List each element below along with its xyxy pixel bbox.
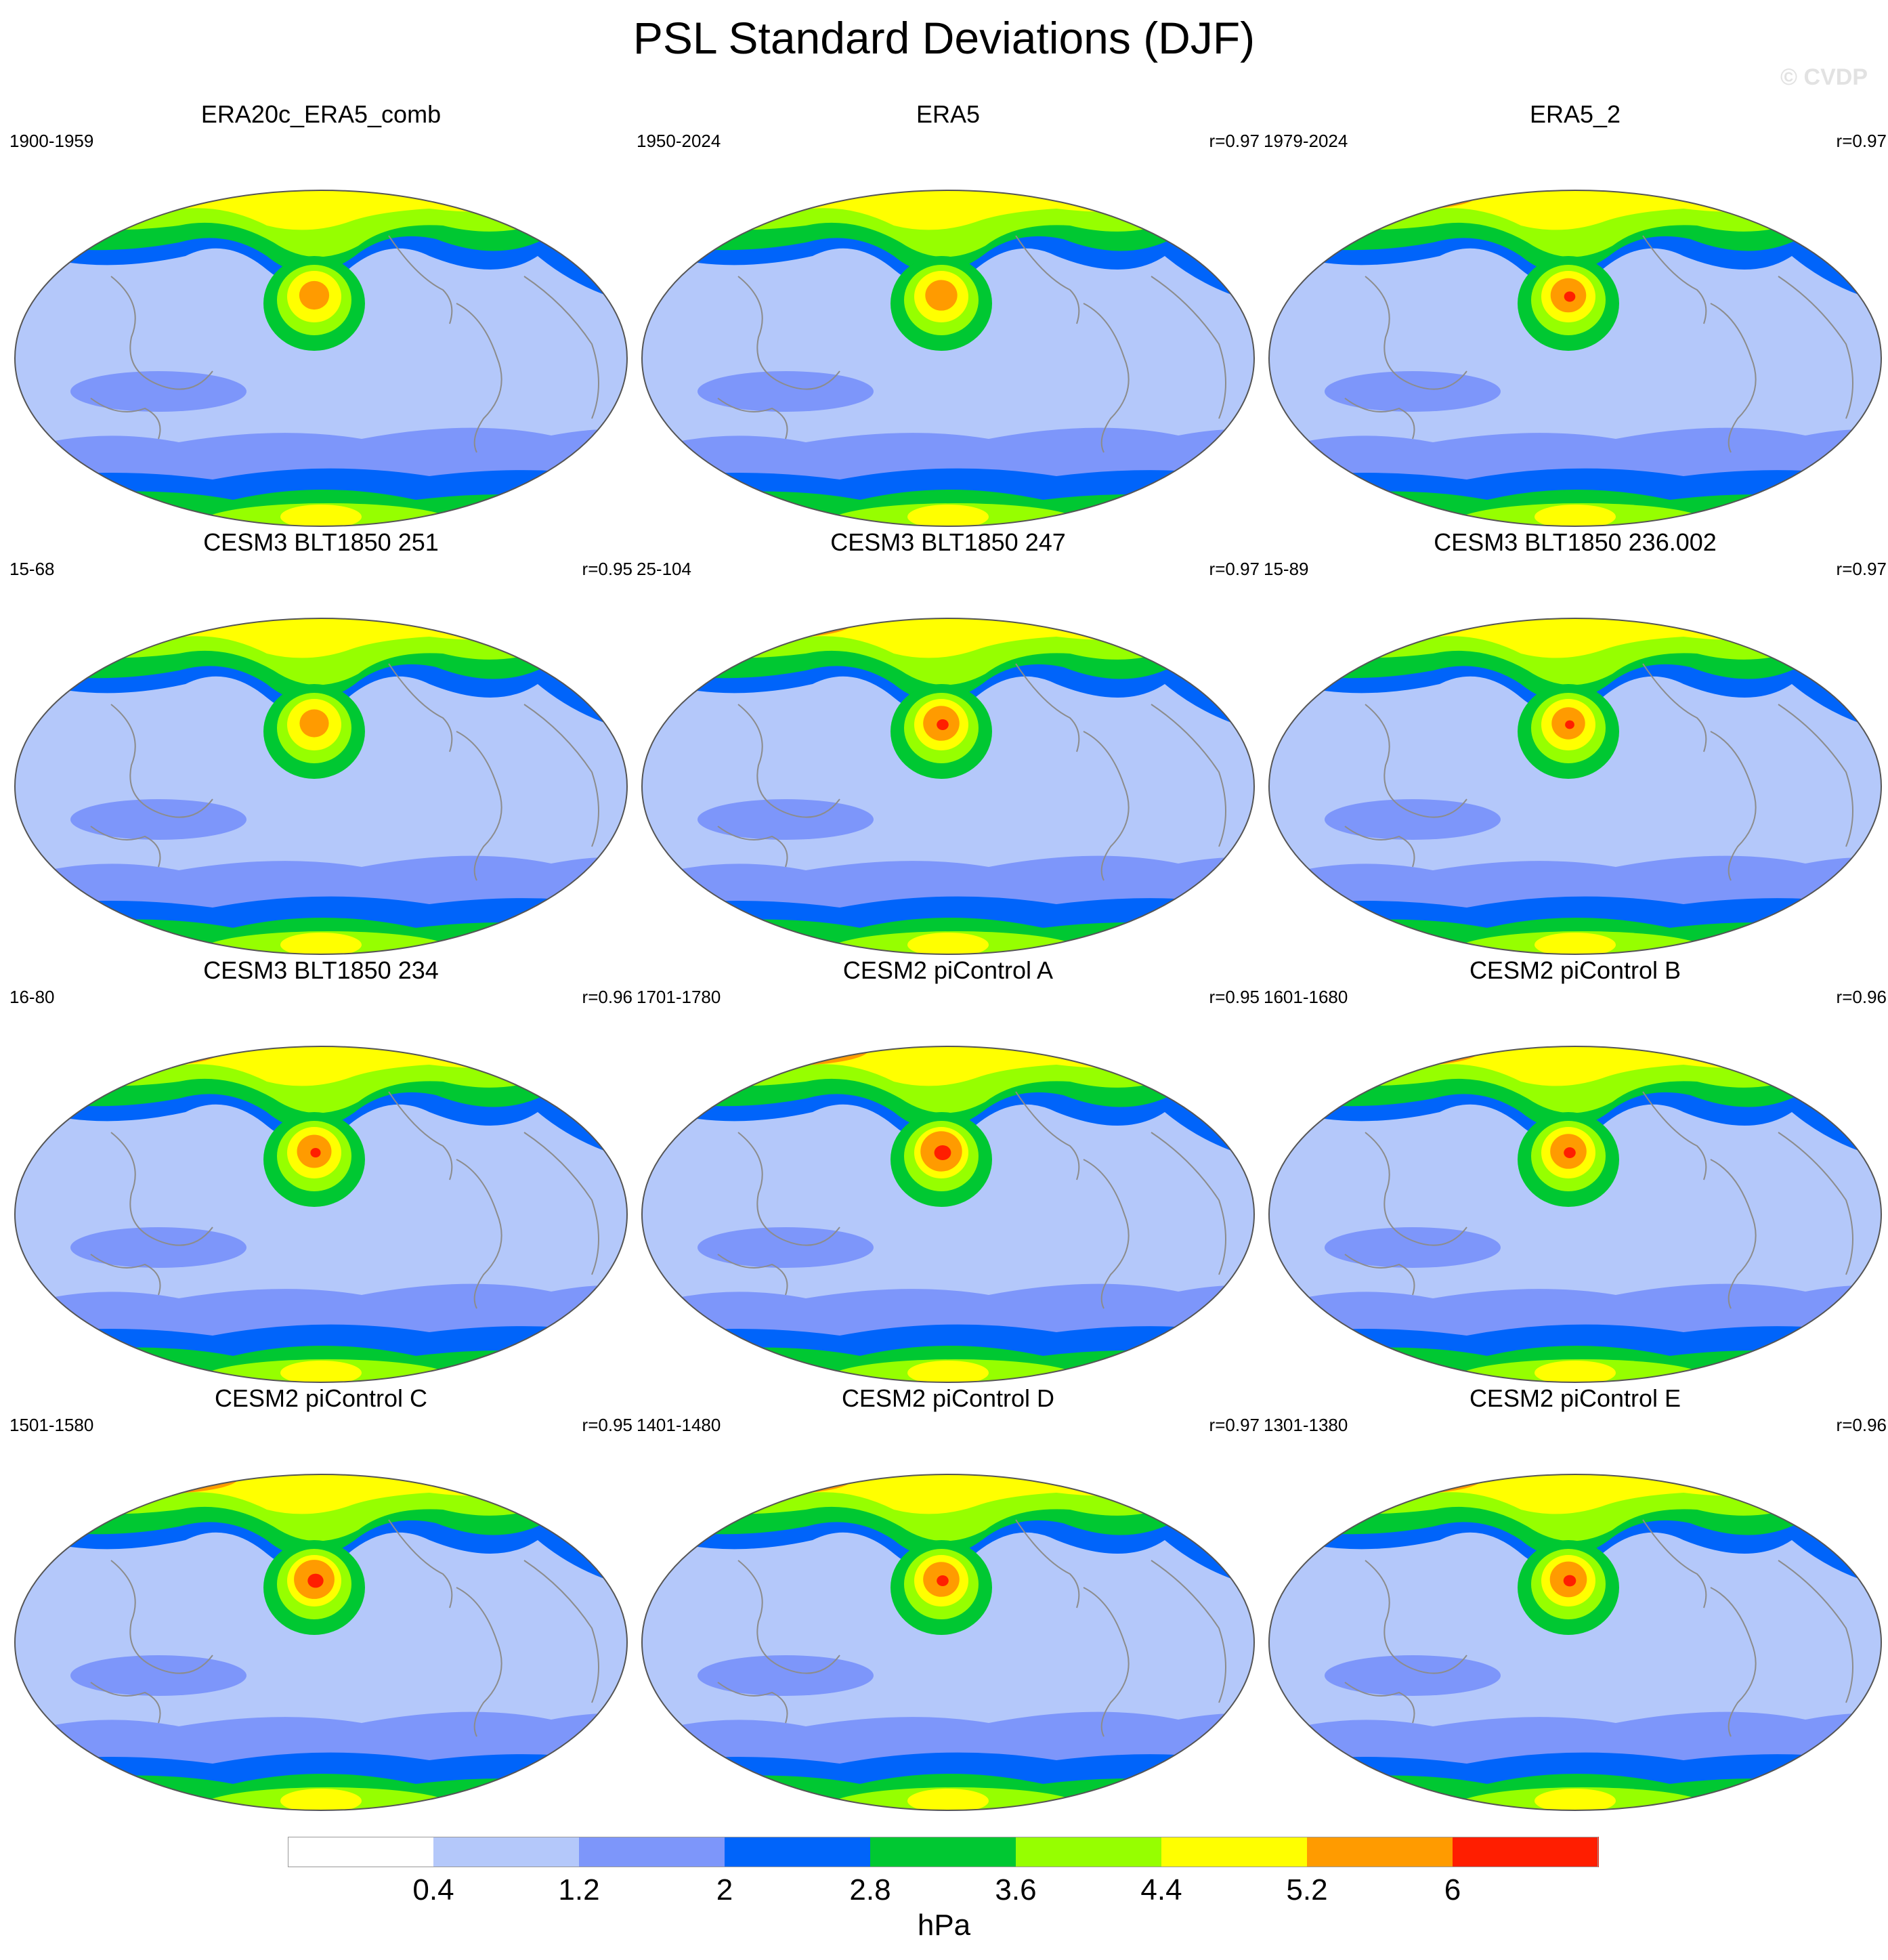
panel-correlation: r=0.97 (1836, 559, 1887, 579)
map-panel: CESM2 piControl C 1501-1580 r=0.95 (9, 1384, 632, 1811)
panel-title: CESM2 piControl E (1469, 1384, 1681, 1412)
figure-title: PSL Standard Deviations (DJF) (632, 13, 1256, 63)
panel-correlation: r=0.97 (1209, 131, 1260, 151)
colorbar-tick-label: 4.4 (1140, 1873, 1182, 1906)
panel-correlation: r=0.97 (1836, 131, 1887, 151)
colorbar-segment (1307, 1837, 1453, 1867)
panel-years: 25-104 (637, 559, 691, 579)
colorbar-segment (433, 1837, 580, 1867)
robinson-map (1268, 1046, 1882, 1383)
robinson-map (1268, 1474, 1882, 1811)
panel-years: 15-89 (1264, 559, 1309, 579)
panel-correlation: r=0.97 (1209, 1415, 1260, 1435)
cvdp-watermark: © CVDP (1780, 64, 1868, 90)
map-panel: ERA20c_ERA5_comb 1900-1959 (9, 100, 632, 527)
robinson-map (14, 190, 628, 527)
map-panel: CESM3 BLT1850 251 15-68 r=0.95 (9, 528, 632, 955)
panel-title: CESM2 piControl A (842, 956, 1054, 984)
robinson-map (14, 618, 628, 955)
robinson-map (14, 1046, 628, 1383)
colorbar-segment (725, 1837, 871, 1867)
panel-correlation: r=0.95 (1209, 987, 1260, 1007)
panel-correlation: r=0.96 (1836, 1415, 1887, 1435)
colorbar-tick-label: 0.4 (412, 1873, 454, 1906)
colorbar-tick-label: 5.2 (1286, 1873, 1328, 1906)
colorbar (288, 1837, 1599, 1867)
panel-correlation: r=0.95 (582, 559, 632, 579)
map-panel: CESM2 piControl B 1601-1680 r=0.96 (1264, 956, 1887, 1383)
map-panel: CESM2 piControl E 1301-1380 r=0.96 (1264, 1384, 1887, 1811)
colorbar-segment (1161, 1837, 1308, 1867)
panel-years: 15-68 (9, 559, 55, 579)
map-panel: CESM2 piControl A 1701-1780 r=0.95 (637, 956, 1260, 1383)
map-panel: CESM3 BLT1850 236.002 15-89 r=0.97 (1264, 528, 1887, 955)
map-panel: CESM3 BLT1850 234 16-80 r=0.96 (9, 956, 632, 1383)
panel-title: CESM3 BLT1850 234 (203, 956, 439, 984)
map-panel: CESM2 piControl D 1401-1480 r=0.97 (637, 1384, 1260, 1811)
robinson-map (641, 618, 1255, 955)
colorbar-frame (288, 1837, 1598, 1867)
map-panel: ERA5_2 1979-2024 r=0.97 (1264, 100, 1887, 527)
panel-years: 1501-1580 (9, 1415, 94, 1435)
panel-title: CESM3 BLT1850 251 (203, 528, 439, 556)
robinson-map (14, 1474, 628, 1811)
panel-title: CESM3 BLT1850 236.002 (1434, 528, 1717, 556)
colorbar-segment (1016, 1837, 1162, 1867)
colorbar-tick-label: 1.2 (558, 1873, 600, 1906)
panel-title: ERA5 (916, 100, 981, 128)
panel-correlation: r=0.96 (1836, 987, 1887, 1007)
map-panel: ERA5 1950-2024 r=0.97 (637, 100, 1260, 527)
colorbar-segment (870, 1837, 1016, 1867)
panel-years: 1301-1380 (1264, 1415, 1348, 1435)
panel-years: 1900-1959 (9, 131, 94, 151)
robinson-map (1268, 190, 1882, 527)
colorbar-segment (579, 1837, 725, 1867)
colorbar-tick-label: 2.8 (849, 1873, 891, 1906)
panel-years: 1701-1780 (637, 987, 721, 1007)
panel-years: 1979-2024 (1264, 131, 1348, 151)
map-panel: CESM3 BLT1850 247 25-104 r=0.97 (637, 528, 1260, 955)
colorbar-segment (1453, 1837, 1599, 1867)
robinson-map (641, 190, 1255, 527)
robinson-map (641, 1474, 1255, 1811)
panel-correlation: r=0.95 (582, 1415, 632, 1435)
robinson-map (1268, 618, 1882, 955)
panel-title: CESM3 BLT1850 247 (830, 528, 1066, 556)
panel-title: CESM2 piControl D (841, 1384, 1055, 1412)
panel-years: 16-80 (9, 987, 55, 1007)
panel-correlation: r=0.97 (1209, 559, 1260, 579)
colorbar-tick-label: 3.6 (995, 1873, 1037, 1906)
panel-years: 1950-2024 (637, 131, 721, 151)
colorbar-segment (288, 1837, 434, 1867)
robinson-map (641, 1046, 1255, 1383)
panel-title: ERA20c_ERA5_comb (200, 100, 442, 128)
panel-years: 1601-1680 (1264, 987, 1348, 1007)
panel-title: CESM2 piControl B (1469, 956, 1681, 984)
panel-correlation: r=0.96 (582, 987, 632, 1007)
colorbar-tick-label: 6 (1444, 1873, 1461, 1906)
colorbar-tick-label: 2 (716, 1873, 733, 1906)
panel-title: ERA5_2 (1529, 100, 1621, 128)
panel-years: 1401-1480 (637, 1415, 721, 1435)
panel-title: CESM2 piControl C (214, 1384, 428, 1412)
colorbar-units-label: hPa (917, 1909, 971, 1942)
